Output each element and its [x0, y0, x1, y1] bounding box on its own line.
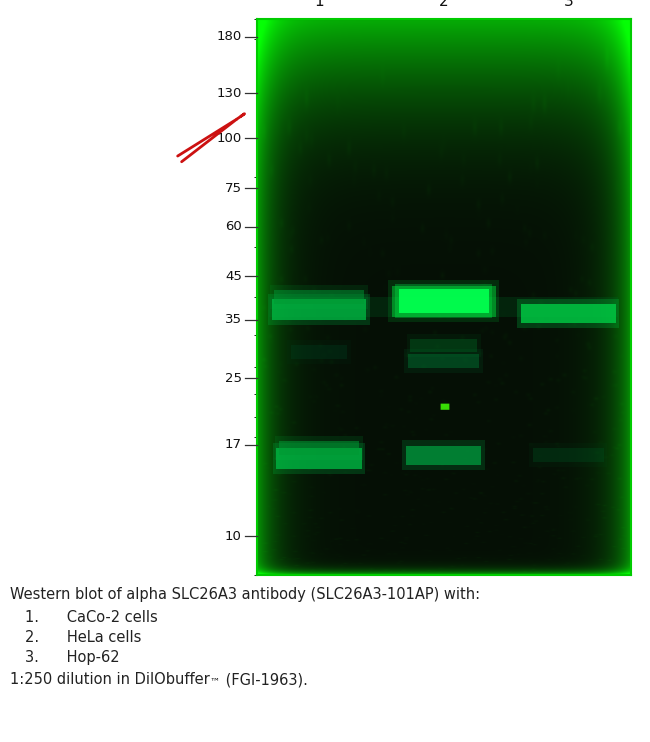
Bar	[272, 299, 367, 320]
Text: 60: 60	[225, 220, 242, 233]
Bar	[291, 345, 348, 359]
Bar	[398, 289, 489, 313]
Bar	[273, 443, 365, 474]
Text: 75: 75	[225, 182, 242, 194]
Bar	[517, 298, 619, 328]
Text: 180: 180	[216, 30, 242, 43]
Text: 1: 1	[314, 0, 324, 9]
Text: 45: 45	[225, 270, 242, 283]
Bar	[287, 340, 351, 364]
Text: ™: ™	[210, 676, 220, 686]
Text: 3: 3	[564, 0, 573, 9]
Bar	[268, 294, 370, 325]
Bar	[276, 448, 361, 469]
Bar	[269, 297, 618, 317]
Text: 2.      HeLa cells: 2. HeLa cells	[25, 630, 142, 645]
Bar	[388, 280, 499, 322]
Bar	[274, 290, 364, 303]
Bar	[529, 443, 608, 467]
Bar	[275, 436, 363, 460]
Bar	[270, 285, 368, 309]
Bar	[408, 354, 479, 368]
Text: 35: 35	[225, 313, 242, 326]
Bar	[404, 349, 483, 373]
Text: (FGI-1963).: (FGI-1963).	[221, 672, 307, 687]
Text: 3.      Hop-62: 3. Hop-62	[25, 650, 120, 665]
Text: 100: 100	[216, 132, 242, 145]
Text: 130: 130	[216, 87, 242, 99]
Text: 1:250 dilution in DilObuffer: 1:250 dilution in DilObuffer	[10, 672, 210, 687]
Bar	[407, 334, 480, 357]
Text: 2: 2	[439, 0, 448, 9]
Bar	[279, 441, 359, 455]
Bar	[402, 441, 486, 470]
Bar	[406, 446, 482, 464]
Bar	[521, 303, 616, 323]
Text: 25: 25	[225, 372, 242, 384]
Bar	[533, 448, 604, 462]
Bar	[395, 283, 492, 318]
Text: 17: 17	[225, 439, 242, 451]
Text: Western blot of alpha SLC26A3 antibody (SLC26A3-101AP) with:: Western blot of alpha SLC26A3 antibody (…	[10, 587, 480, 602]
Text: 1.      CaCo-2 cells: 1. CaCo-2 cells	[25, 610, 158, 625]
Bar	[411, 339, 476, 352]
Bar	[391, 286, 496, 317]
Text: 10: 10	[225, 530, 242, 543]
